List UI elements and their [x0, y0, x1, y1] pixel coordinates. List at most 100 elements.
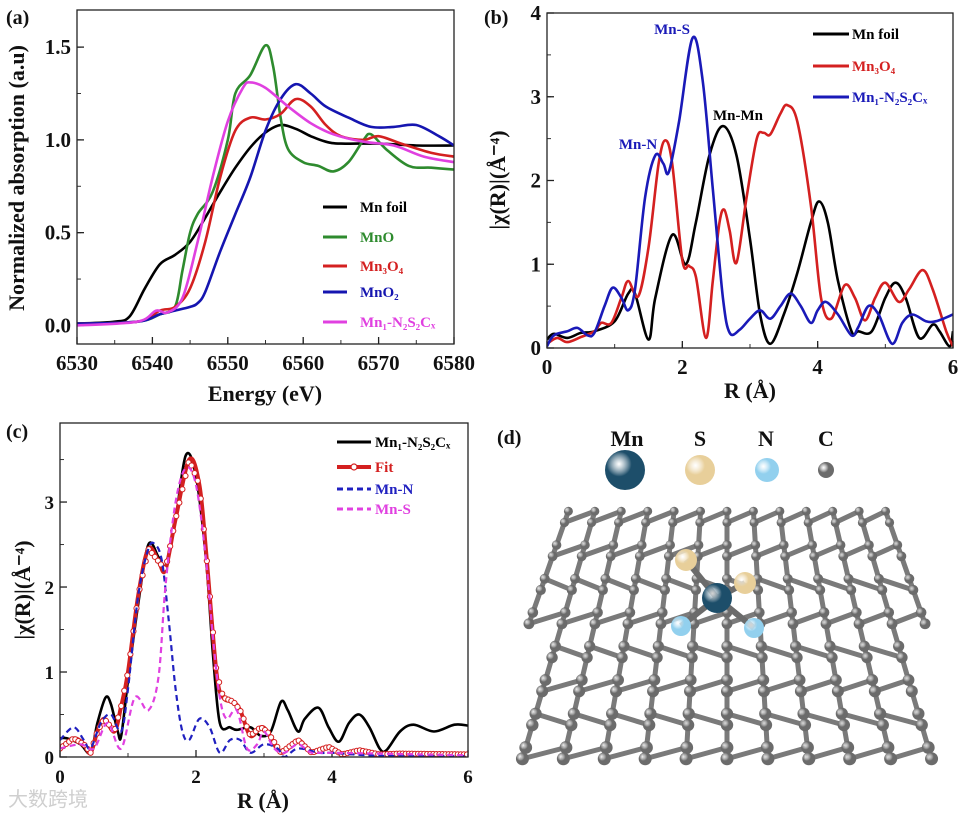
carbon-atom — [605, 551, 616, 562]
carbon-atom — [720, 707, 734, 720]
y-tick-label: 4 — [531, 1, 542, 25]
atom-legend-label: C — [818, 426, 834, 451]
c-c-bond — [724, 542, 758, 559]
manganese-atom — [702, 583, 732, 613]
carbon-atom — [696, 506, 706, 516]
x-tick-label: 6560 — [282, 351, 324, 375]
y-tick-label: 1.5 — [45, 35, 71, 59]
carbon-atom — [780, 551, 791, 562]
legend-label: Mn₃O₄ — [360, 259, 404, 275]
carbon-atom — [757, 674, 770, 686]
c-c-bond — [695, 542, 730, 559]
carbon-atom — [835, 540, 846, 550]
legend-label: Mn foil — [360, 200, 407, 216]
carbon-atom — [644, 707, 657, 720]
carbon-atom — [581, 651, 593, 664]
carbon-atom — [624, 607, 636, 618]
carbon-atom — [584, 640, 596, 652]
carbon-atom — [565, 718, 578, 732]
carbon-atom — [575, 674, 588, 686]
y-tick-label: 1.0 — [45, 128, 71, 152]
carbon-atom — [559, 741, 573, 754]
carbon-atom — [884, 517, 895, 528]
series-mno — [77, 43, 454, 325]
watermark: 大数跨境 — [8, 787, 88, 811]
c-c-bond — [758, 643, 800, 660]
carbon-atom — [756, 651, 768, 664]
c-c-bond — [793, 643, 835, 660]
carbon-atom — [551, 540, 562, 550]
carbon-atom — [546, 651, 558, 664]
c-c-bond — [647, 711, 691, 728]
carbon-atom — [790, 640, 802, 652]
carbon-atom — [636, 540, 647, 550]
x-tick-label: 6550 — [207, 351, 249, 375]
y-tick-label: 2 — [45, 578, 55, 599]
c-c-bond — [683, 745, 730, 762]
carbon-atom — [590, 506, 600, 516]
carbon-atom — [912, 707, 925, 720]
c-c-bond — [576, 677, 621, 694]
carbon-atom — [826, 651, 838, 664]
x-tick-label: 6530 — [56, 351, 98, 375]
carbon-atom — [559, 607, 571, 618]
carbon-atom — [864, 540, 874, 550]
c-c-bond — [519, 745, 569, 762]
carbon-atom — [750, 540, 761, 550]
atom-legend-label: N — [758, 426, 774, 451]
carbon-atom — [921, 741, 935, 754]
carbon-atom — [603, 718, 617, 732]
chart-a-xlabel: Energy (eV) — [208, 381, 322, 406]
carbon-atom — [761, 752, 775, 766]
y-tick-label: 0.0 — [45, 313, 71, 337]
carbon-atom — [665, 540, 675, 550]
c-c-bond — [876, 576, 916, 593]
sulfur-atom — [675, 549, 697, 571]
carbon-atom — [566, 584, 577, 596]
carbon-atom — [547, 551, 558, 562]
x-tick-label: 4 — [327, 767, 337, 788]
carbon-atom — [830, 517, 840, 528]
carbon-atom — [791, 651, 803, 664]
c-c-bond — [846, 576, 885, 593]
c-c-bond — [633, 576, 668, 593]
c-c-bond — [608, 542, 645, 559]
chart-b-ft-exafs: 0 2 4 6 0 1 2 3 4 — [531, 1, 959, 379]
carbon-atom — [877, 584, 888, 596]
carbon-atom — [628, 584, 639, 596]
carbon-atom — [857, 517, 868, 528]
carbon-atom — [612, 674, 624, 686]
carbon-atom — [695, 517, 705, 528]
carbon-atom — [529, 707, 542, 720]
x-tick-label: 6 — [463, 767, 473, 788]
carbon-atom — [841, 741, 855, 754]
c-c-bond — [888, 745, 931, 762]
c-c-bond — [609, 711, 652, 728]
legend-label: Mn-S — [375, 502, 411, 518]
carbon-atom — [600, 573, 611, 584]
y-tick-label: 3 — [45, 493, 55, 514]
carbon-atom — [686, 651, 698, 664]
carbon-atom — [641, 517, 651, 528]
series-mn-foil — [547, 124, 953, 348]
carbon-atom — [526, 718, 539, 732]
c-c-bond — [724, 677, 766, 694]
fit-marker — [121, 687, 128, 694]
carbon-atom — [669, 506, 679, 516]
fit-marker — [240, 715, 247, 722]
carbon-atom — [661, 573, 672, 584]
carbon-atom — [608, 540, 619, 550]
carbon-atom — [679, 752, 693, 766]
carbon-atom — [902, 674, 915, 686]
carbon-atom — [659, 584, 671, 596]
chart-c-legend: Mn₁-N₂S₂Cₓ Fit Mn-N Mn-S — [337, 435, 451, 518]
carbon-atom — [563, 506, 573, 516]
carbon-atom — [759, 718, 773, 732]
carbon-atom — [655, 618, 667, 630]
carbon-atom — [638, 752, 652, 766]
annotation-mn-mn: Mn-Mn — [713, 108, 764, 124]
c-c-bond — [877, 711, 925, 728]
carbon-atom — [851, 607, 862, 618]
legend-label: Mn₁-N₂S₂Cₓ — [360, 315, 436, 331]
c-c-bond — [526, 610, 568, 627]
